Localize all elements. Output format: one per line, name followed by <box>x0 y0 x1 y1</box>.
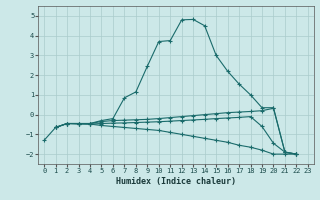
X-axis label: Humidex (Indice chaleur): Humidex (Indice chaleur) <box>116 177 236 186</box>
